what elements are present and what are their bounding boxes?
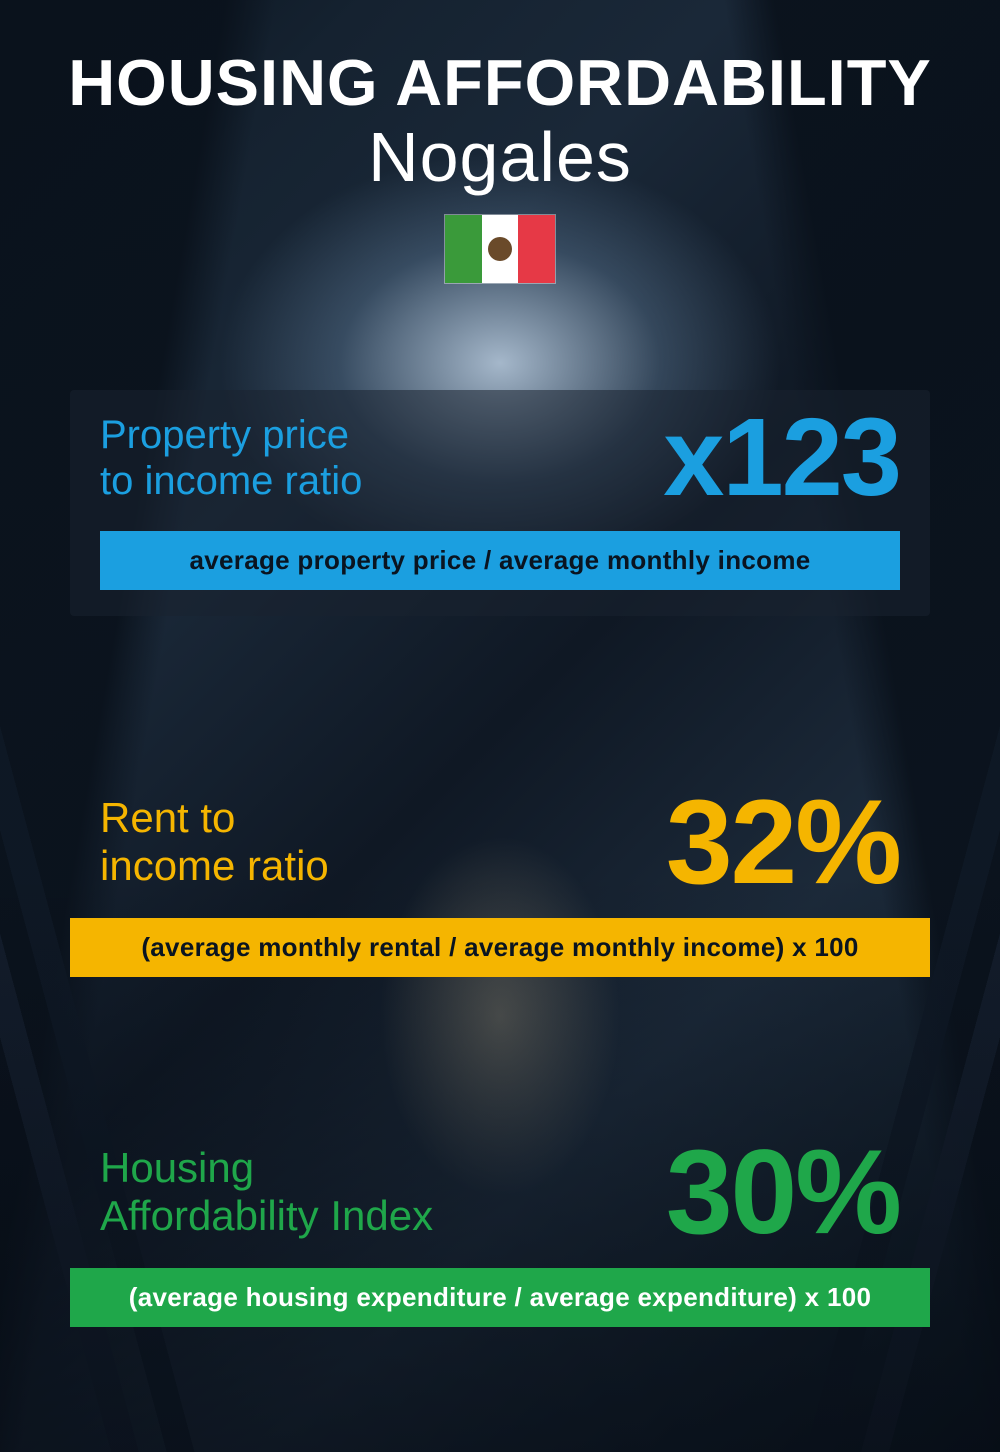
metric-affordability-index: Housing Affordability Index 30% (average… [70,1120,930,1327]
content-container: HOUSING AFFORDABILITY Nogales Property p… [0,0,1000,1452]
metric-value: 32% [666,788,900,896]
metric-row: Rent to income ratio 32% [70,770,930,910]
flag-stripe-right [518,215,555,283]
mexico-flag-icon [444,214,556,284]
metric-label: Property price to income ratio [100,412,362,504]
metric-value: x123 [663,408,900,507]
flag-stripe-left [445,215,482,283]
metric-label: Rent to income ratio [100,794,329,891]
metric-row: Housing Affordability Index 30% [70,1120,930,1260]
metric-value: 30% [666,1138,900,1246]
metric-formula: average property price / average monthly… [100,531,900,590]
metric-rent-income-ratio: Rent to income ratio 32% (average monthl… [70,770,930,977]
metric-property-price-ratio: Property price to income ratio x123 aver… [70,390,930,616]
page-subtitle: Nogales [50,119,950,196]
page-title: HOUSING AFFORDABILITY [50,50,950,115]
metric-formula: (average monthly rental / average monthl… [70,918,930,977]
flag-emblem-icon [488,237,512,261]
metric-row: Property price to income ratio x123 [70,390,930,521]
metric-formula: (average housing expenditure / average e… [70,1268,930,1327]
metric-label: Housing Affordability Index [100,1144,433,1241]
